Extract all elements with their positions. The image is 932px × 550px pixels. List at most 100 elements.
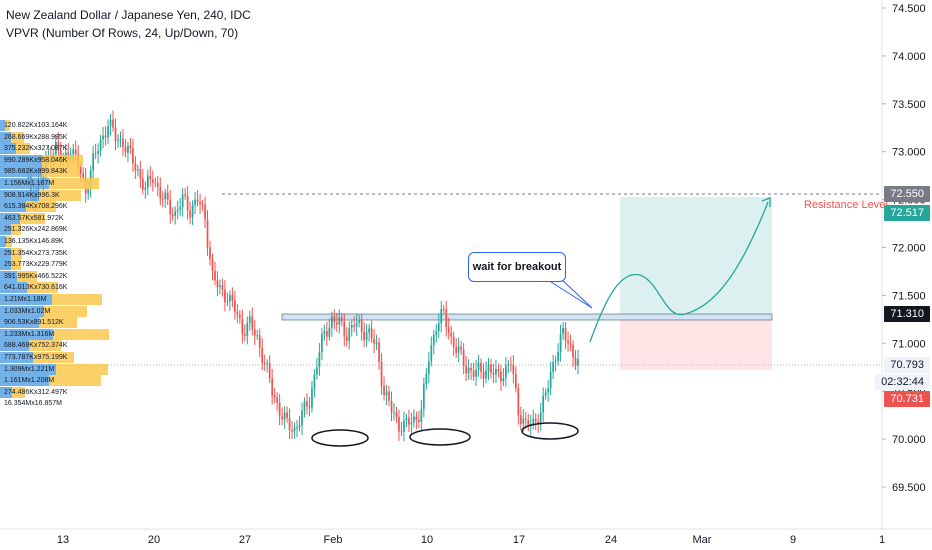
candle-body xyxy=(470,367,472,371)
time-tick-label: 27 xyxy=(239,534,251,546)
vpvr-up-bar xyxy=(0,270,17,282)
vpvr-up-bar xyxy=(0,352,33,363)
candle-body xyxy=(268,363,271,379)
vpvr-row-label: 1.309Mx1.221M xyxy=(4,365,55,373)
vpvr-down-bar xyxy=(11,386,25,398)
candle-body xyxy=(378,342,380,362)
candle-body xyxy=(174,211,177,216)
candle-body xyxy=(450,332,453,337)
vpvr-up-bar xyxy=(0,294,52,305)
price-tag-target: 72.517 xyxy=(884,205,930,221)
vpvr-row-label: 1.233Mx1.316M xyxy=(4,330,55,338)
candle-body xyxy=(368,328,371,333)
candle-body xyxy=(365,332,368,340)
candle-body xyxy=(117,139,119,141)
candle-body xyxy=(189,210,191,218)
candle-body xyxy=(492,372,495,375)
candle-body xyxy=(181,194,184,208)
vpvr-down-bar xyxy=(5,236,13,247)
vpvr-up-bar xyxy=(0,328,53,340)
projection-arrow xyxy=(589,201,769,343)
candle-body xyxy=(569,343,572,345)
candle-body xyxy=(355,322,358,327)
time-tick-label: 17 xyxy=(513,534,525,546)
candle-body xyxy=(517,388,520,416)
vpvr-down-bar xyxy=(10,247,23,259)
candle-body xyxy=(353,325,356,327)
candle-body xyxy=(487,364,490,371)
candle-body xyxy=(141,178,144,190)
vpvr-down-bar xyxy=(16,270,37,282)
price-tag-low: 70.731 xyxy=(884,391,930,407)
price-axis[interactable]: 74.50074.00073.50073.00072.50072.00071.5… xyxy=(882,3,926,494)
candle-body xyxy=(216,280,219,288)
time-tick-label: 24 xyxy=(605,534,617,546)
candle-body xyxy=(552,362,555,372)
candle-body xyxy=(72,149,75,155)
time-tick-label: 13 xyxy=(57,534,69,546)
candle-body xyxy=(482,371,485,379)
candle-body xyxy=(119,138,122,140)
vpvr-up-bar xyxy=(0,282,28,294)
candle-body xyxy=(465,365,467,374)
vpvr-row-label: 990.289Kx958.046K xyxy=(4,156,68,164)
candle-body xyxy=(293,427,296,432)
candles xyxy=(27,110,579,442)
candle-body xyxy=(206,219,209,248)
candle-body xyxy=(231,295,234,301)
candle-body xyxy=(532,418,535,424)
breakout-callout: wait for breakout xyxy=(468,252,566,282)
vpvr-down-bar xyxy=(38,317,77,329)
candle-body xyxy=(430,345,433,362)
vpvr-down-bar xyxy=(38,189,82,201)
vpvr-up-bar xyxy=(0,154,43,166)
chart-title: New Zealand Dollar / Japanese Yen, 240, … xyxy=(6,8,251,22)
candle-body xyxy=(462,349,465,366)
candle-body xyxy=(452,336,455,348)
time-tick-label: Feb xyxy=(324,534,343,546)
candle-body xyxy=(549,371,552,389)
indicator-label[interactable]: VPVR (Number Of Rows, 24, Up/Down, 70) xyxy=(6,26,239,40)
candle-body xyxy=(564,328,567,341)
price-tick-label: 70.000 xyxy=(892,434,926,446)
candle-body xyxy=(383,385,385,396)
candle-body xyxy=(527,419,530,426)
candle-body xyxy=(74,149,77,155)
candle-body xyxy=(166,192,169,200)
candle-body xyxy=(104,135,107,138)
time-tick-label: Mar xyxy=(693,534,712,546)
candle-body xyxy=(169,199,172,215)
vpvr-row-label: 268.669Kx288.995K xyxy=(4,133,68,141)
candle-body xyxy=(102,135,104,140)
price-tick-label: 74.500 xyxy=(892,3,926,15)
countdown-tag: 02:32:44 xyxy=(875,374,930,390)
candle-body xyxy=(296,427,298,429)
candle-body xyxy=(400,431,403,433)
vpvr-row-label: 16.354Mx16.857M xyxy=(4,400,62,408)
candle-body xyxy=(57,141,60,150)
candle-body xyxy=(291,429,293,432)
vpvr-up-bar xyxy=(0,120,6,131)
candle-body xyxy=(425,373,428,384)
candle-body xyxy=(204,204,206,220)
time-axis[interactable]: 13 20 27 Feb 10 17 24 Mar 9 1 xyxy=(57,534,885,546)
candle-body xyxy=(246,323,249,336)
candle-body xyxy=(99,139,102,152)
candle-body xyxy=(236,311,239,315)
candle-body xyxy=(408,417,410,425)
candle-body xyxy=(559,333,562,353)
candle-body xyxy=(171,214,174,216)
candle-body xyxy=(276,397,279,403)
candle-body xyxy=(256,335,259,337)
candle-body xyxy=(442,309,445,311)
vpvr-up-bar xyxy=(0,131,12,143)
candle-body xyxy=(82,173,85,178)
vpvr-row-label: 985.682Kx899.843K xyxy=(4,168,68,176)
price-tick-label: 72.000 xyxy=(892,243,926,255)
vpvr-down-bar xyxy=(5,120,10,131)
candle-body xyxy=(306,401,308,407)
candle-body xyxy=(286,412,288,418)
candle-body xyxy=(124,147,127,153)
candle-body xyxy=(415,416,418,420)
